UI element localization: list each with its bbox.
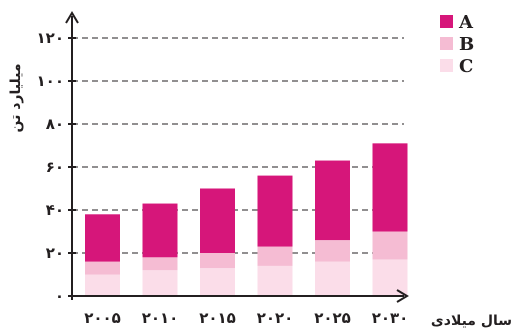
bar-segment-a: [85, 214, 120, 262]
bars: [85, 143, 408, 296]
y-tick-label: ۱۰۰: [37, 72, 64, 90]
y-tick-label: ۰: [55, 287, 64, 305]
y-tick-label: ۲۰: [46, 244, 64, 262]
x-tick-label: ۲۰۲۵: [314, 309, 351, 327]
x-tick-label: ۲۰۱۰: [142, 309, 179, 327]
bar-segment-b: [372, 231, 408, 260]
x-tick-label: ۲۰۳۰: [372, 309, 409, 327]
bar-segment-b: [85, 261, 120, 275]
bar-segment-c: [372, 259, 408, 296]
y-axis-label: میلیارد تن: [8, 63, 24, 132]
x-axis-arrow-icon: [396, 289, 409, 303]
bar-segment-c: [257, 265, 293, 296]
bar-segment-a: [372, 143, 408, 232]
bar-segment-a: [142, 203, 178, 258]
bar-segment-b: [315, 240, 350, 262]
legend-swatch-c: [440, 59, 453, 72]
x-tick-label: ۲۰۱۵: [199, 309, 236, 327]
grid-lines: [72, 37, 404, 254]
y-tick-label: ۶۰: [46, 158, 64, 176]
bar-segment-b: [200, 253, 235, 269]
y-tick-label: ۴۰: [46, 201, 64, 219]
legend-label-a: A: [458, 12, 474, 33]
legend-label-b: B: [459, 34, 474, 55]
y-tick-label: ۸۰: [46, 115, 64, 133]
bar-segment-b: [142, 257, 178, 271]
bar-segment-c: [85, 274, 120, 296]
x-axis-label: سال میلادی: [431, 313, 512, 329]
bar-segment-b: [257, 246, 293, 266]
bar-segment-a: [257, 175, 293, 247]
legend-swatch-b: [440, 37, 453, 50]
x-tick-labels: ۲۰۰۵ ۲۰۱۰ ۲۰۱۵ ۲۰۲۰ ۲۰۲۵ ۲۰۳۰: [84, 309, 408, 327]
legend: ABC: [440, 12, 474, 77]
legend-swatch-a: [440, 15, 453, 28]
bar-segment-c: [142, 270, 178, 296]
bar-segment-a: [315, 160, 350, 241]
y-tick-labels: ۰ ۲۰ ۴۰ ۶۰ ۸۰ ۱۰۰ ۱۲۰: [37, 29, 76, 305]
bar-segment-c: [200, 268, 235, 296]
y-tick-label: ۱۲۰: [37, 29, 64, 47]
bar-segment-c: [315, 261, 350, 296]
y-axis-arrow-icon: [65, 11, 79, 24]
bar-segment-a: [200, 188, 235, 253]
x-tick-label: ۲۰۰۵: [84, 309, 121, 327]
legend-label-c: C: [459, 56, 473, 77]
x-tick-label: ۲۰۲۰: [257, 309, 294, 327]
